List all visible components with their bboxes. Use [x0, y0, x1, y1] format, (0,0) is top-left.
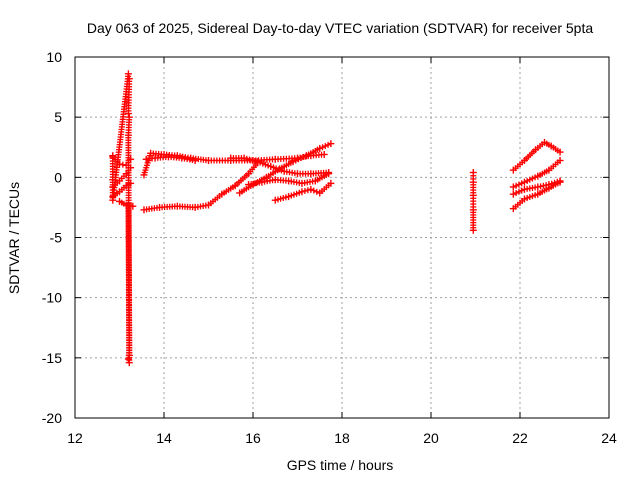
x-tick-label: 20: [423, 430, 439, 446]
series-trace-lower-right-arc: [248, 171, 330, 188]
data-points: [109, 70, 564, 367]
data-point: [124, 355, 132, 363]
x-tick-label: 22: [512, 430, 528, 446]
x-tick-label: 12: [67, 430, 83, 446]
grid-lines: [75, 57, 609, 418]
series-trace-late-arc-1: [512, 140, 561, 172]
x-axis-label: GPS time / hours: [287, 457, 394, 473]
data-point: [127, 164, 135, 172]
series-trace-crossing-descending: [230, 155, 330, 177]
series-trace-arc-b: [112, 167, 132, 188]
series-trace-bottom-arc: [274, 182, 332, 203]
x-tick-label: 24: [601, 430, 617, 446]
series-trace-late-arc-2: [513, 159, 561, 189]
series-trace-lower-band: [143, 162, 259, 213]
x-tick-label: 16: [245, 430, 261, 446]
axis-ticks: [74, 56, 610, 419]
series-trace-arc-a: [112, 156, 132, 168]
series-trace-arc-d: [118, 199, 133, 209]
x-tick-labels: 12 14 16 18 20 22 24: [67, 430, 617, 446]
series-trace-isolated-early-points: [109, 73, 133, 364]
y-tick-label: -5: [50, 230, 63, 246]
data-point: [127, 155, 135, 163]
y-tick-label: -15: [42, 350, 62, 366]
y-tick-labels: 10 5 0 -5 -10 -15 -20: [42, 49, 62, 426]
y-tick-label: 10: [46, 49, 62, 65]
y-tick-label: -20: [42, 410, 62, 426]
x-tick-label: 14: [156, 430, 172, 446]
chart-title: Day 063 of 2025, Sidereal Day-to-day VTE…: [87, 20, 594, 36]
y-tick-label: -10: [42, 290, 62, 306]
x-tick-label: 18: [334, 430, 350, 446]
series-trace-late-arc-4: [512, 180, 561, 210]
y-axis-label: SDTVAR / TECUs: [6, 182, 22, 294]
y-tick-label: 0: [54, 169, 62, 185]
y-tick-label: 5: [54, 109, 62, 125]
series-trace-upper-band-lower-edge: [146, 154, 196, 164]
series-trace-arc-c: [112, 181, 132, 198]
series-trace-isolated-21h: [470, 172, 477, 231]
